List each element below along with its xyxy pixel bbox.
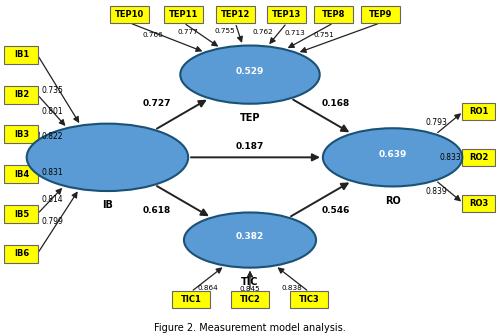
FancyBboxPatch shape <box>4 165 38 183</box>
Text: 0.735: 0.735 <box>42 86 63 94</box>
FancyBboxPatch shape <box>172 291 210 309</box>
Ellipse shape <box>184 212 316 268</box>
Text: 0.838: 0.838 <box>282 285 302 291</box>
Text: 0.833: 0.833 <box>439 153 461 162</box>
Text: 0.864: 0.864 <box>198 285 218 291</box>
Text: 0.822: 0.822 <box>42 132 63 141</box>
Text: TIC3: TIC3 <box>298 295 320 304</box>
FancyBboxPatch shape <box>4 125 38 143</box>
Ellipse shape <box>323 128 462 187</box>
Text: IB1: IB1 <box>14 50 29 59</box>
Text: TEP10: TEP10 <box>115 10 144 19</box>
FancyBboxPatch shape <box>290 291 328 309</box>
Text: TEP9: TEP9 <box>368 10 392 19</box>
Text: 0.751: 0.751 <box>314 32 334 38</box>
FancyBboxPatch shape <box>462 149 495 166</box>
Text: IB: IB <box>102 200 113 210</box>
Text: 0.639: 0.639 <box>378 150 407 159</box>
Text: TIC: TIC <box>241 277 259 287</box>
Text: 0.168: 0.168 <box>322 99 350 108</box>
Text: 0.713: 0.713 <box>284 30 306 36</box>
FancyBboxPatch shape <box>4 85 38 104</box>
FancyBboxPatch shape <box>314 6 353 23</box>
Ellipse shape <box>180 46 320 104</box>
Text: 0.529: 0.529 <box>236 67 264 76</box>
Text: 0.831: 0.831 <box>42 169 63 178</box>
Text: 0.814: 0.814 <box>42 195 63 204</box>
Text: RO1: RO1 <box>469 107 488 116</box>
Text: RO2: RO2 <box>469 153 488 162</box>
Text: 0.766: 0.766 <box>142 31 164 38</box>
FancyBboxPatch shape <box>232 291 268 309</box>
FancyBboxPatch shape <box>216 6 254 23</box>
Text: TIC2: TIC2 <box>240 295 260 304</box>
Text: IB2: IB2 <box>14 90 29 99</box>
Text: TEP: TEP <box>240 113 260 123</box>
Text: IB6: IB6 <box>14 249 29 258</box>
Text: 0.618: 0.618 <box>142 206 171 215</box>
FancyBboxPatch shape <box>164 6 203 23</box>
Text: 0.799: 0.799 <box>42 217 63 226</box>
Text: 0.801: 0.801 <box>42 107 63 116</box>
Text: IB4: IB4 <box>14 170 29 179</box>
Text: TEP12: TEP12 <box>220 10 250 19</box>
Text: 0.727: 0.727 <box>142 99 171 108</box>
Text: 0.546: 0.546 <box>322 206 350 215</box>
Text: 0.762: 0.762 <box>252 28 273 35</box>
FancyBboxPatch shape <box>268 6 306 23</box>
Text: IB5: IB5 <box>14 209 29 218</box>
Text: 0.839: 0.839 <box>426 187 448 196</box>
Text: TEP8: TEP8 <box>322 10 345 19</box>
FancyBboxPatch shape <box>4 205 38 223</box>
Text: Figure 2. Measurement model analysis.: Figure 2. Measurement model analysis. <box>154 323 346 333</box>
FancyBboxPatch shape <box>4 46 38 64</box>
Text: RO: RO <box>384 196 400 206</box>
FancyBboxPatch shape <box>4 245 38 263</box>
Ellipse shape <box>26 124 188 191</box>
Text: TEP11: TEP11 <box>169 10 198 19</box>
Text: IB3: IB3 <box>14 130 29 139</box>
FancyBboxPatch shape <box>361 6 400 23</box>
Text: RO3: RO3 <box>469 199 488 208</box>
Text: 0.382: 0.382 <box>236 232 264 242</box>
FancyBboxPatch shape <box>110 6 149 23</box>
Text: 0.187: 0.187 <box>236 142 264 151</box>
Text: 0.845: 0.845 <box>240 286 260 292</box>
FancyBboxPatch shape <box>462 195 495 212</box>
Text: 0.755: 0.755 <box>214 28 235 34</box>
Text: 0.793: 0.793 <box>426 118 448 127</box>
FancyBboxPatch shape <box>462 103 495 120</box>
Text: 0.777: 0.777 <box>178 29 198 36</box>
Text: TEP13: TEP13 <box>272 10 302 19</box>
Text: TIC1: TIC1 <box>180 295 202 304</box>
